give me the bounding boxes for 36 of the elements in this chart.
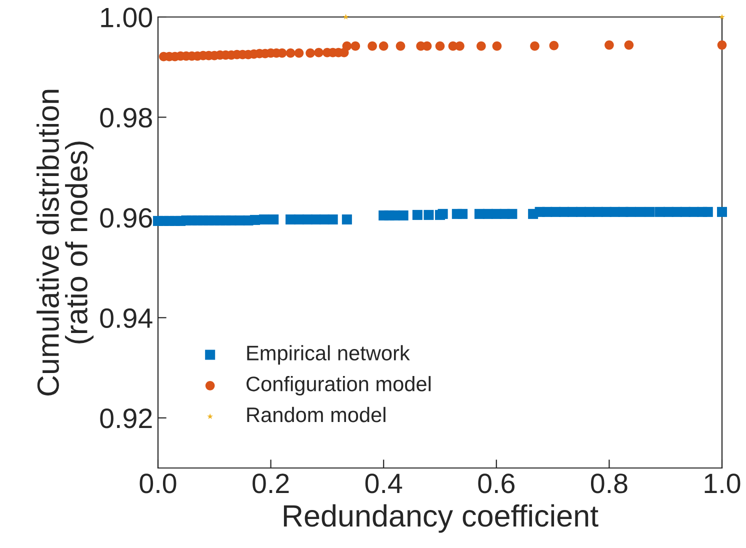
point: [719, 14, 725, 20]
point: [306, 48, 315, 58]
point: [368, 41, 377, 51]
point: [604, 40, 614, 50]
point: [342, 14, 349, 20]
x-tick-label: 0.6: [478, 474, 514, 494]
y-tick-label: 1.00: [101, 8, 152, 28]
point: [294, 48, 304, 58]
x-tick-label: 0.0: [140, 474, 176, 494]
y-tick-label: 0.92: [100, 408, 152, 428]
point: [350, 41, 360, 51]
x-tick-label: 0.2: [252, 474, 289, 494]
point: [549, 40, 559, 50]
point: [342, 41, 352, 51]
x-tick-label: 0.8: [590, 474, 628, 494]
legend-label: Random model: [247, 406, 386, 422]
y-tick-label: 0.98: [100, 108, 152, 128]
point: [530, 41, 540, 51]
point: [717, 40, 727, 50]
x-tick-label: 0.4: [365, 474, 402, 494]
point: [286, 48, 296, 58]
point: [314, 48, 324, 58]
point: [378, 41, 388, 51]
point: [435, 41, 445, 51]
point: [396, 41, 406, 51]
y-axis-title: Cumulative distribution (ratio of nodes): [36, 90, 94, 396]
legend-label: Empirical network: [247, 345, 410, 365]
y-tick-label: 0.94: [100, 308, 152, 328]
point: [455, 41, 464, 51]
x-tick-label: 1.0: [704, 474, 740, 494]
point: [492, 41, 502, 51]
point: [624, 40, 634, 50]
legend-label: Configuration model: [246, 376, 431, 396]
x-axis-title: Redundancy coefficient: [284, 504, 598, 533]
y-tick-label: 0.96: [100, 208, 152, 228]
point: [476, 41, 486, 51]
